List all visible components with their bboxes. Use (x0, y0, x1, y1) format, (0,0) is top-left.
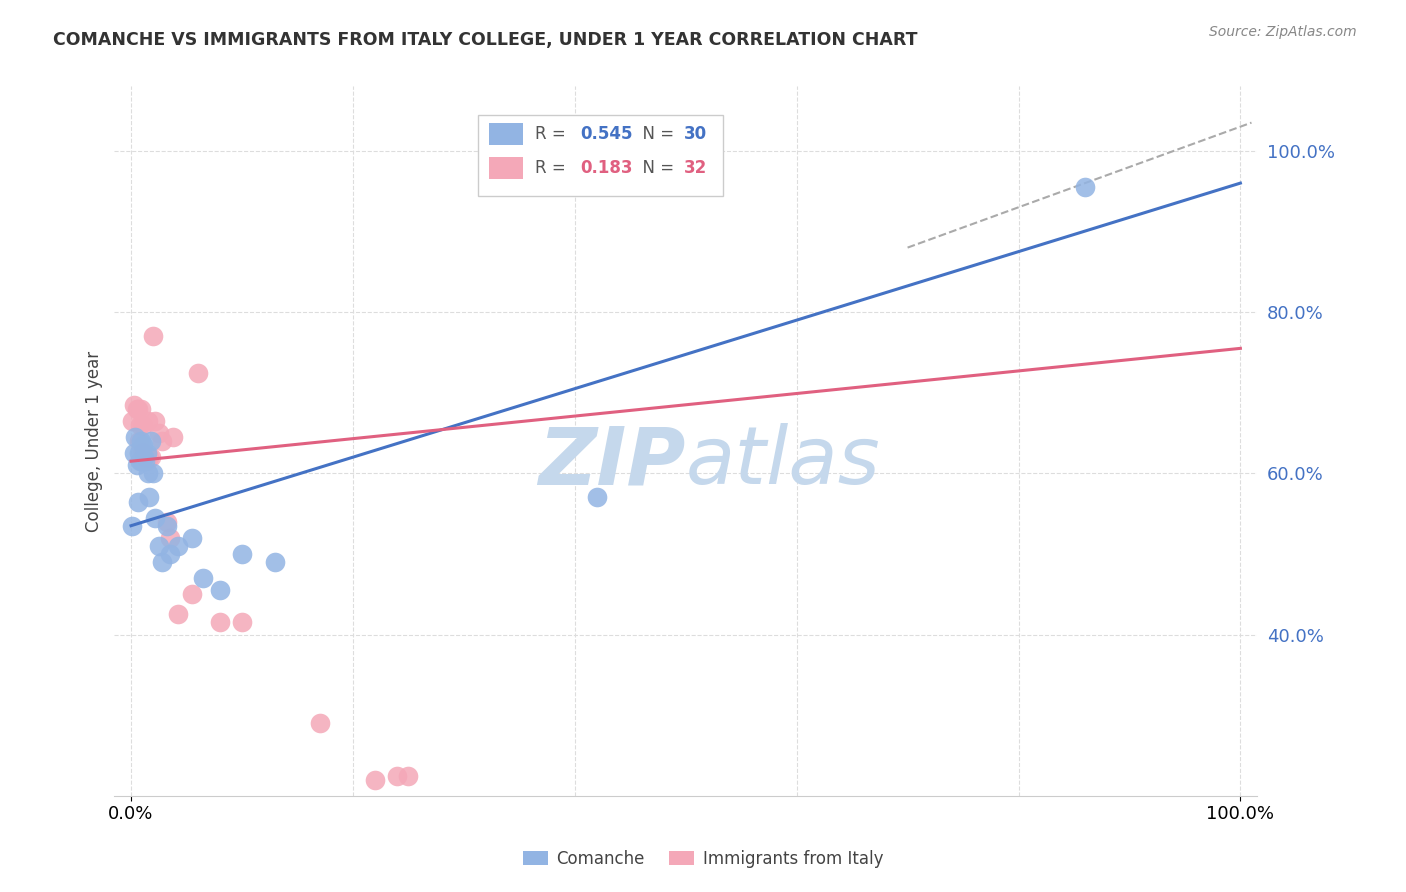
Text: R =: R = (534, 125, 571, 143)
Text: N =: N = (633, 125, 679, 143)
Point (396, 769, 419, 783)
Point (129, 454, 152, 468)
Point (181, 531, 204, 545)
Point (128, 446, 150, 460)
Point (145, 414, 167, 428)
Text: 30: 30 (683, 125, 707, 143)
Y-axis label: College, Under 1 year: College, Under 1 year (86, 351, 103, 532)
Point (142, 329, 165, 343)
Point (125, 401, 148, 416)
Text: COMANCHE VS IMMIGRANTS FROM ITALY COLLEGE, UNDER 1 YEAR CORRELATION CHART: COMANCHE VS IMMIGRANTS FROM ITALY COLLEG… (53, 31, 918, 49)
Point (132, 417, 155, 432)
Point (138, 450, 160, 465)
Point (134, 446, 156, 460)
Point (127, 401, 149, 416)
Point (187, 366, 209, 380)
Point (135, 454, 157, 468)
Point (124, 398, 146, 412)
Text: R =: R = (534, 159, 571, 177)
Point (124, 430, 146, 444)
Point (121, 414, 143, 428)
Point (131, 454, 153, 468)
Point (136, 467, 159, 481)
Point (586, 491, 609, 505)
Point (387, 769, 409, 783)
Point (166, 539, 188, 553)
Point (1074, 180, 1097, 194)
Point (124, 446, 146, 460)
Text: N =: N = (633, 159, 679, 177)
Point (125, 458, 148, 473)
Point (132, 438, 155, 452)
Point (150, 555, 173, 569)
Point (148, 539, 170, 553)
Point (208, 615, 231, 630)
Point (208, 583, 231, 598)
Point (364, 772, 387, 787)
Point (128, 434, 150, 448)
Text: Source: ZipAtlas.com: Source: ZipAtlas.com (1209, 25, 1357, 39)
Point (155, 518, 177, 533)
Point (136, 414, 159, 428)
Point (142, 467, 165, 481)
Point (191, 571, 214, 585)
Text: 0.183: 0.183 (581, 159, 633, 177)
Point (159, 531, 181, 545)
Point (139, 434, 162, 448)
Point (145, 510, 167, 524)
Point (134, 450, 156, 465)
Point (181, 587, 204, 601)
Point (264, 555, 287, 569)
Text: atlas: atlas (686, 424, 880, 501)
Point (159, 547, 181, 561)
Point (134, 454, 156, 468)
Point (138, 491, 160, 505)
Point (166, 607, 188, 622)
Point (231, 547, 253, 561)
Text: ZIP: ZIP (538, 424, 686, 501)
Point (162, 430, 184, 444)
Point (135, 446, 157, 460)
Point (148, 425, 170, 440)
Point (231, 615, 253, 630)
Point (155, 515, 177, 529)
Bar (478, 115, 724, 196)
Point (131, 446, 153, 460)
Point (150, 434, 173, 448)
Point (129, 401, 152, 416)
Point (139, 450, 162, 465)
Point (664, 140, 686, 154)
Point (308, 716, 330, 731)
Bar (489, 123, 523, 145)
Point (134, 450, 156, 465)
Point (129, 434, 152, 448)
Point (129, 417, 152, 432)
Text: 32: 32 (683, 159, 707, 177)
Text: 0.545: 0.545 (581, 125, 633, 143)
Point (127, 494, 149, 508)
Bar (489, 157, 523, 178)
Legend: Comanche, Immigrants from Italy: Comanche, Immigrants from Italy (516, 844, 890, 875)
Point (121, 518, 143, 533)
